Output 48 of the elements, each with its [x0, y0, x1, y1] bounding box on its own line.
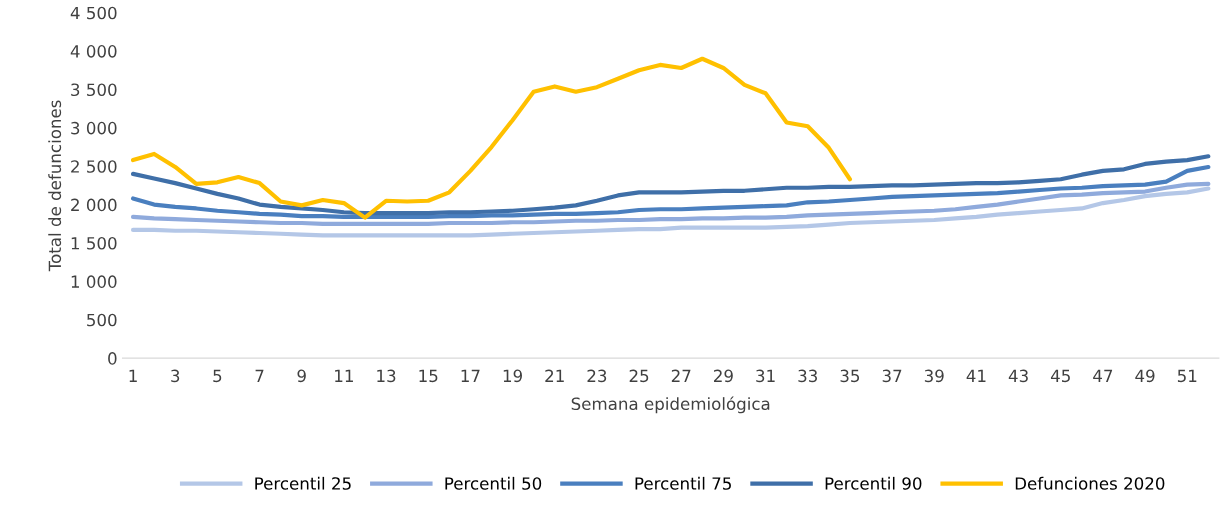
y-tick-label: 2 500	[71, 160, 117, 173]
x-tick-label: 39	[924, 369, 944, 383]
x-tick-label: 51	[1177, 369, 1197, 383]
legend-label: Percentil 75	[635, 476, 731, 490]
x-tick-label: 45	[1050, 369, 1070, 383]
x-tick-label: 15	[419, 369, 438, 383]
x-tick-label: 17	[461, 369, 480, 382]
y-tick-label: 0	[108, 352, 117, 365]
line-series	[130, 56, 852, 220]
x-tick-label: 41	[966, 369, 986, 382]
line-series	[130, 164, 1211, 219]
y-tick-label: 4 000	[70, 45, 117, 58]
y-tick-label: 1 500	[71, 236, 117, 250]
legend-label: Defunciones 2020	[1015, 476, 1165, 490]
x-tick-label: 33	[798, 369, 817, 383]
x-tick-label: 3	[171, 369, 180, 383]
x-tick-label: 29	[714, 369, 733, 383]
x-tick-label: 25	[629, 369, 649, 383]
legend-label: Percentil 90	[825, 476, 922, 490]
y-axis-title: Total de defunciones	[48, 100, 62, 272]
x-axis-title: Semana epidemiológica	[571, 396, 770, 414]
y-tick-label: 4 500	[70, 6, 117, 20]
y-tick-label: 500	[87, 313, 117, 327]
x-tick-label: 7	[255, 369, 264, 382]
x-tick-label: 9	[297, 369, 306, 383]
x-tick-label: 21	[545, 369, 564, 382]
x-tick-label: 43	[1008, 369, 1028, 383]
x-tick-label: 19	[503, 369, 522, 383]
legend-label: Percentil 50	[445, 476, 542, 490]
x-tick-label: 1	[129, 369, 137, 382]
x-tick-label: 47	[1093, 369, 1113, 382]
y-tick-label: 3 000	[71, 121, 117, 135]
y-tick-label: 2 000	[71, 198, 117, 212]
line-series	[130, 181, 1211, 226]
x-tick-label: 11	[335, 369, 353, 382]
line-series	[130, 186, 1211, 238]
x-tick-label: 35	[840, 369, 860, 383]
x-tick-label: 13	[377, 369, 396, 383]
y-tick-label: 3 500	[71, 83, 117, 97]
x-tick-label: 31	[756, 369, 775, 383]
legend-label: Percentil 25	[255, 476, 351, 490]
line-series	[130, 154, 1211, 216]
y-tick-label: 1 000	[71, 275, 117, 288]
x-tick-label: 5	[213, 369, 222, 383]
x-tick-label: 23	[587, 369, 607, 383]
x-tick-label: 37	[882, 369, 902, 383]
x-tick-label: 27	[671, 369, 691, 382]
x-tick-label: 49	[1135, 369, 1155, 383]
